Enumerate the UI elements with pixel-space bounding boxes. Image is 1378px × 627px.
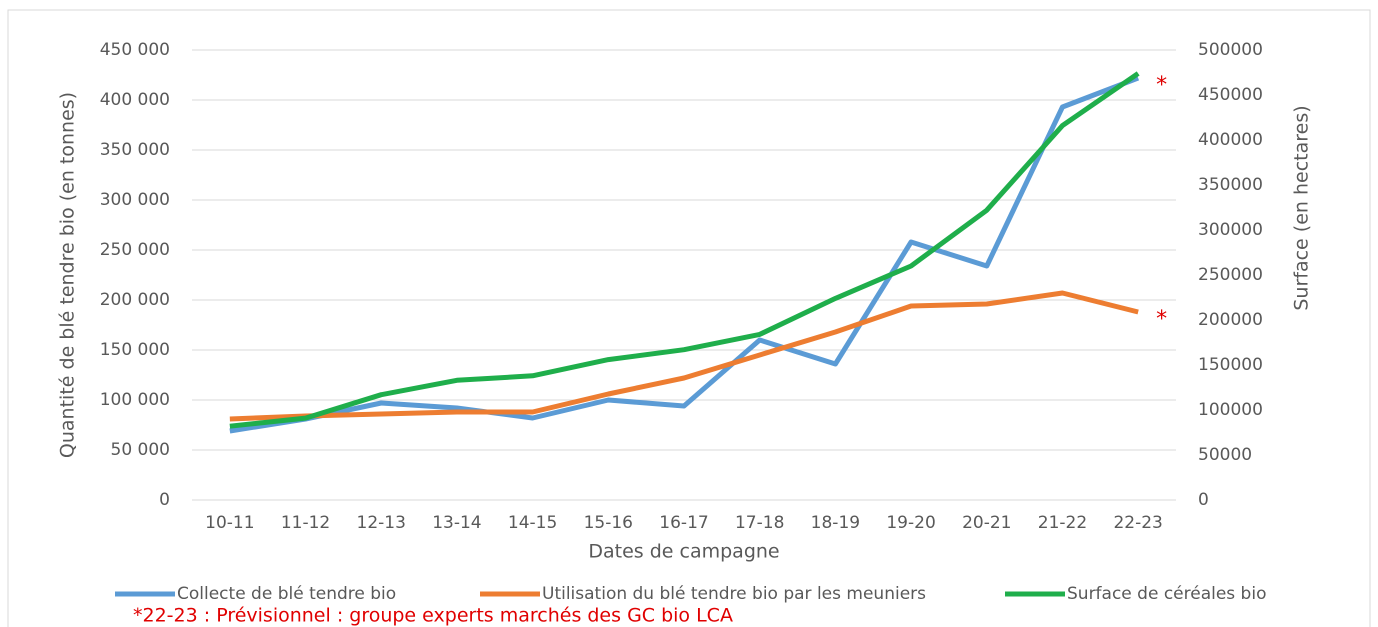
y2-tick-label: 100000 [1198, 400, 1263, 420]
y-tick-label: 100 000 [100, 390, 170, 410]
legend-label: Utilisation du blé tendre bio par les me… [542, 584, 926, 604]
y-tick-label: 350 000 [100, 140, 170, 160]
x-tick-label: 16-17 [659, 513, 708, 533]
y2-tick-label: 150000 [1198, 355, 1263, 375]
series-line [229, 290, 1139, 422]
series-line [229, 71, 1140, 429]
x-tick-label: 21-22 [1038, 513, 1087, 533]
x-tick-label: 20-21 [962, 513, 1011, 533]
series-line [229, 75, 1140, 434]
y2-tick-label: 350000 [1198, 175, 1263, 195]
x-axis-label: Dates de campagne [588, 541, 779, 563]
y2-tick-label: 300000 [1198, 220, 1263, 240]
y2-tick-label: 0 [1198, 490, 1209, 510]
y-tick-label: 200 000 [100, 290, 170, 310]
y2-tick-label: 500000 [1198, 40, 1263, 60]
y-tick-label: 250 000 [100, 240, 170, 260]
y-tick-label: 150 000 [100, 340, 170, 360]
x-tick-label: 19-20 [886, 513, 935, 533]
y2-axis-label: Surface (en hectares) [1291, 105, 1313, 310]
y2-tick-label: 250000 [1198, 265, 1263, 285]
x-tick-label: 22-23 [1113, 513, 1162, 533]
y-tick-label: 0 [159, 490, 170, 510]
y-tick-label: 400 000 [100, 90, 170, 110]
x-tick-label: 12-13 [357, 513, 406, 533]
y2-tick-label: 50000 [1198, 445, 1252, 465]
x-tick-label: 18-19 [811, 513, 860, 533]
chart-frame [7, 9, 1371, 627]
legend-label: Surface de céréales bio [1067, 584, 1266, 604]
y-tick-label: 50 000 [111, 440, 170, 460]
x-tick-label: 11-12 [281, 513, 330, 533]
legend-label: Collecte de blé tendre bio [177, 584, 396, 604]
x-tick-label: 17-18 [735, 513, 784, 533]
y-axis-label: Quantité de blé tendre bio (en tonnes) [57, 92, 79, 458]
y-tick-label: 300 000 [100, 190, 170, 210]
y2-tick-label: 450000 [1198, 85, 1263, 105]
y2-tick-label: 200000 [1198, 310, 1263, 330]
x-tick-label: 14-15 [508, 513, 557, 533]
y-tick-label: 450 000 [100, 40, 170, 60]
x-tick-label: 15-16 [584, 513, 633, 533]
annotation: * [1156, 307, 1167, 332]
y2-tick-label: 400000 [1198, 130, 1263, 150]
x-tick-label: 10-11 [205, 513, 254, 533]
footnote: *22-23 : Prévisionnel : groupe experts m… [133, 605, 733, 627]
x-tick-label: 13-14 [432, 513, 481, 533]
annotation: * [1156, 73, 1167, 98]
